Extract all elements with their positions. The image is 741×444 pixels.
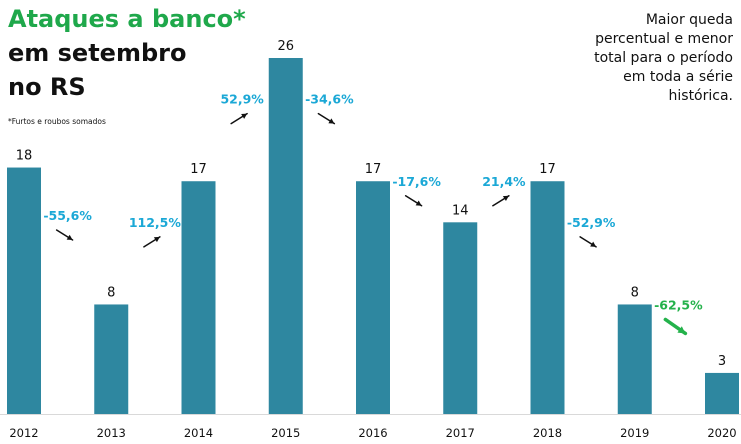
change-arrow-head-7 bbox=[677, 326, 686, 334]
bar-2020 bbox=[705, 372, 739, 414]
x-tick-label-2014: 2014 bbox=[184, 426, 213, 440]
change-arrow-head-4 bbox=[415, 200, 422, 206]
change-label-2: 52,9% bbox=[220, 92, 264, 107]
x-tick-label-2016: 2016 bbox=[358, 426, 387, 440]
value-label-2020: 3 bbox=[718, 354, 726, 369]
x-tick-label-2019: 2019 bbox=[620, 426, 649, 440]
change-label-7: -62,5% bbox=[654, 297, 703, 312]
bar-2014 bbox=[181, 181, 216, 414]
change-arrow-head-6 bbox=[590, 241, 597, 247]
change-label-0: -55,6% bbox=[43, 208, 92, 223]
chart-title: Ataques a banco* em setembro no RS bbox=[8, 2, 246, 104]
bar-2012 bbox=[7, 167, 41, 414]
change-arrow-head-1 bbox=[153, 236, 160, 243]
change-arrow-head-3 bbox=[328, 118, 335, 124]
value-label-2018: 17 bbox=[539, 162, 556, 177]
value-label-2015: 26 bbox=[277, 39, 294, 54]
x-tick-label-2020: 2020 bbox=[707, 426, 736, 440]
value-label-2014: 17 bbox=[190, 162, 207, 177]
change-label-5: 21,4% bbox=[482, 174, 526, 189]
bar-2013 bbox=[94, 304, 129, 414]
change-arrow-head-2 bbox=[241, 113, 248, 119]
value-label-2019: 8 bbox=[631, 285, 639, 300]
change-label-3: -34,6% bbox=[305, 92, 354, 107]
x-tick-label-2015: 2015 bbox=[271, 426, 300, 440]
title-line-1: Ataques a banco* bbox=[8, 5, 246, 33]
value-label-2017: 14 bbox=[452, 203, 469, 218]
value-label-2016: 17 bbox=[365, 162, 382, 177]
change-label-4: -17,6% bbox=[392, 174, 441, 189]
title-line-2: em setembro bbox=[8, 39, 187, 67]
x-tick-label-2017: 2017 bbox=[446, 426, 475, 440]
change-label-6: -52,9% bbox=[567, 215, 616, 230]
title-line-3: no RS bbox=[8, 73, 86, 101]
x-tick-label-2013: 2013 bbox=[97, 426, 126, 440]
bar-2019 bbox=[617, 304, 652, 414]
change-label-1: 112,5% bbox=[129, 215, 182, 230]
bar-2015 bbox=[268, 58, 303, 414]
bar-2017 bbox=[443, 222, 478, 414]
x-tick-label-2018: 2018 bbox=[533, 426, 562, 440]
change-arrow-head-0 bbox=[66, 234, 73, 240]
side-note: Maior queda percentual e menor total par… bbox=[594, 12, 733, 104]
footnote: *Furtos e roubos somados bbox=[8, 117, 106, 126]
value-label-2013: 8 bbox=[107, 285, 115, 300]
bar-2016 bbox=[356, 181, 390, 414]
bar-2018 bbox=[530, 181, 565, 414]
x-tick-label-2012: 2012 bbox=[9, 426, 38, 440]
change-arrow-head-5 bbox=[502, 195, 509, 201]
value-label-2012: 18 bbox=[16, 149, 33, 164]
